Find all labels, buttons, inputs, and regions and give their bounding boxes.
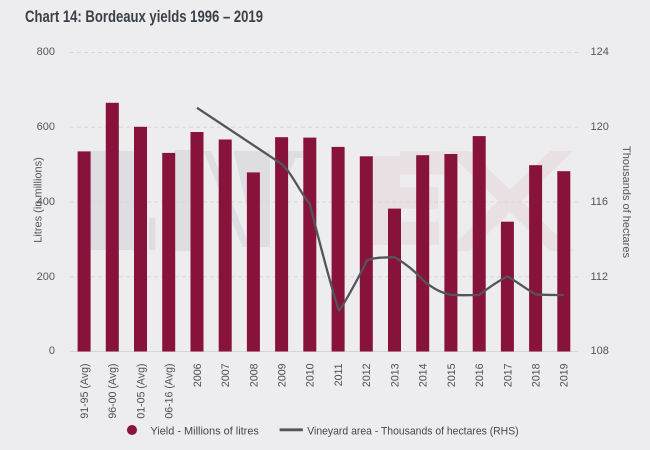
svg-text:400: 400 <box>37 196 55 208</box>
svg-text:2009: 2009 <box>277 363 289 387</box>
svg-text:2006: 2006 <box>192 363 204 387</box>
svg-text:2013: 2013 <box>389 363 401 387</box>
svg-text:800: 800 <box>37 46 55 58</box>
svg-text:2010: 2010 <box>305 363 317 387</box>
svg-text:112: 112 <box>591 271 609 283</box>
svg-text:600: 600 <box>37 121 55 133</box>
svg-text:Chart 14: Bordeaux yields 1996: Chart 14: Bordeaux yields 1996 – 2019 <box>25 8 263 26</box>
svg-text:Thousands of hectares: Thousands of hectares <box>620 146 632 258</box>
svg-text:2007: 2007 <box>220 363 232 387</box>
svg-text:Vineyard area - Thousands of h: Vineyard area - Thousands of hectares (R… <box>307 426 518 438</box>
svg-text:120: 120 <box>591 121 609 133</box>
svg-text:Yield - Millions of litres: Yield - Millions of litres <box>150 426 259 438</box>
svg-text:01-05 (Avg): 01-05 (Avg) <box>135 364 147 419</box>
svg-text:2011: 2011 <box>333 363 345 386</box>
svg-text:2018: 2018 <box>531 363 543 387</box>
svg-text:06-16 (Avg): 06-16 (Avg) <box>164 364 176 419</box>
svg-text:2012: 2012 <box>361 363 373 387</box>
svg-text:0: 0 <box>49 345 55 357</box>
svg-text:96-00 (Avg): 96-00 (Avg) <box>107 364 119 419</box>
svg-text:Litres (in millions): Litres (in millions) <box>33 157 45 243</box>
svg-text:2008: 2008 <box>248 363 260 387</box>
svg-text:91-95 (Avg): 91-95 (Avg) <box>79 364 91 419</box>
svg-text:200: 200 <box>37 271 55 283</box>
svg-text:2014: 2014 <box>418 363 430 387</box>
svg-text:2017: 2017 <box>502 363 514 387</box>
svg-text:2019: 2019 <box>559 363 571 387</box>
svg-text:108: 108 <box>591 345 609 357</box>
svg-text:2016: 2016 <box>474 363 486 387</box>
svg-text:116: 116 <box>591 196 609 208</box>
svg-text:2015: 2015 <box>446 363 458 387</box>
svg-text:124: 124 <box>591 46 609 58</box>
